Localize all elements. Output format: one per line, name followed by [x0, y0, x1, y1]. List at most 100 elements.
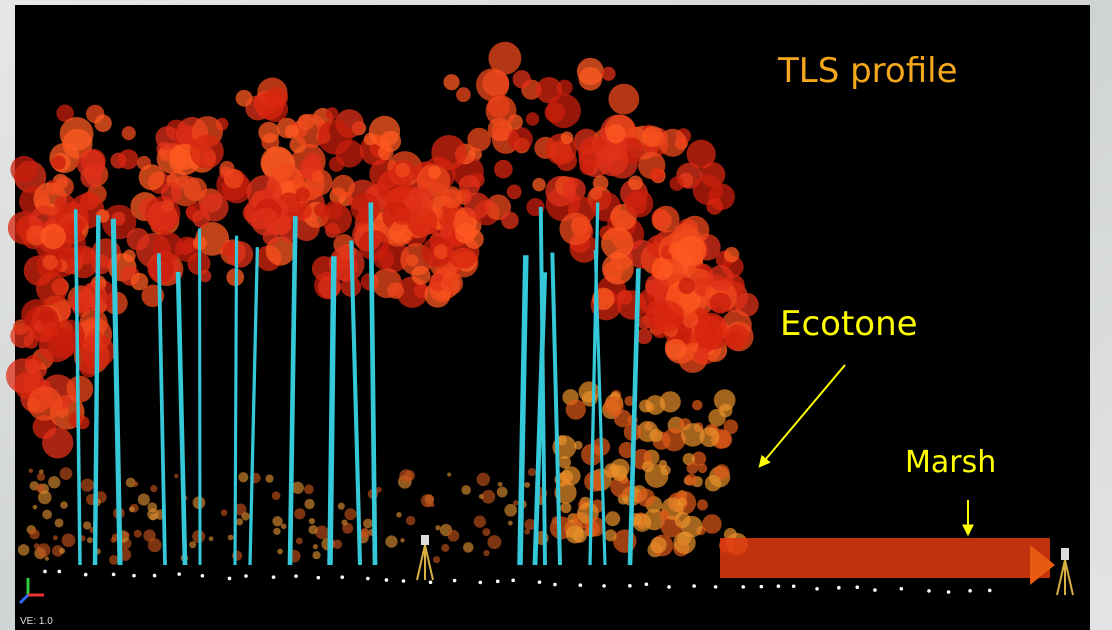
- ground-marker: [84, 573, 88, 577]
- ground-vegetation: [147, 508, 159, 520]
- canopy-points: [706, 198, 723, 215]
- understory-points: [677, 497, 686, 506]
- ground-marker: [43, 570, 47, 574]
- ground-vegetation: [304, 484, 314, 494]
- canopy-points: [295, 187, 309, 201]
- ground-marker: [777, 584, 781, 588]
- ground-vegetation: [228, 535, 234, 541]
- ground-vegetation: [435, 525, 440, 530]
- canopy-points: [724, 247, 739, 262]
- understory-points: [633, 513, 651, 531]
- ground-marker: [366, 577, 370, 581]
- ground-vegetation: [134, 530, 142, 538]
- canopy-points: [139, 164, 165, 190]
- understory-points: [705, 475, 721, 491]
- ground-marker: [760, 585, 764, 589]
- canopy-points: [10, 156, 37, 183]
- ground-vegetation: [504, 504, 517, 517]
- marsh-points: [720, 538, 1050, 578]
- understory-points: [686, 462, 698, 474]
- ground-marker: [692, 584, 696, 588]
- ground-vegetation: [42, 510, 52, 520]
- ground-vegetation: [53, 535, 58, 540]
- ground-vegetation: [441, 544, 449, 552]
- ground-marker: [553, 583, 557, 587]
- page: TLS profile Ecotone Marsh VE: 1.0 (() =>…: [0, 0, 1112, 630]
- canopy-points: [127, 228, 150, 251]
- ground-vegetation: [363, 519, 373, 529]
- canopy-points: [131, 273, 149, 291]
- understory-points: [604, 396, 624, 416]
- canopy-points: [682, 311, 699, 328]
- canopy-points: [431, 135, 466, 170]
- understory-points: [681, 423, 705, 447]
- scene: TLS profile Ecotone Marsh VE: 1.0: [0, 0, 1112, 630]
- ground-marker: [453, 579, 457, 583]
- canopy-points: [590, 187, 602, 199]
- canopy-points: [285, 125, 299, 139]
- scale-label: VE: 1.0: [20, 616, 53, 627]
- ground-marker: [645, 582, 649, 586]
- ground-marker: [579, 583, 583, 587]
- ground-vegetation: [129, 506, 135, 512]
- ground-vegetation: [221, 509, 228, 516]
- canopy-points: [332, 175, 355, 198]
- ground-vegetation: [37, 543, 51, 557]
- understory-points: [611, 465, 627, 481]
- ground-vegetation: [124, 532, 130, 538]
- ground-vegetation: [385, 535, 397, 547]
- canopy-points: [42, 322, 57, 337]
- understory-points: [566, 525, 584, 543]
- ground-vegetation: [273, 528, 280, 535]
- ground-vegetation: [62, 533, 76, 547]
- canopy-points: [359, 230, 390, 261]
- canopy-points: [440, 225, 453, 238]
- canopy-points: [608, 84, 639, 115]
- canopy-points: [27, 386, 62, 421]
- canopy-points: [670, 176, 685, 191]
- ground-vegetation: [404, 470, 415, 481]
- canopy-points: [54, 177, 74, 197]
- ground-vegetation: [477, 473, 490, 486]
- ground-marker: [228, 577, 232, 581]
- ground-marker: [741, 585, 745, 589]
- ground-vegetation: [463, 542, 474, 553]
- canopy-points: [501, 212, 519, 230]
- ground-marker: [873, 588, 877, 592]
- canopy-points: [601, 227, 633, 259]
- ground-marker: [402, 579, 406, 583]
- canopy-points: [687, 140, 716, 169]
- canopy-points: [464, 193, 490, 219]
- ground-marker: [57, 570, 61, 574]
- understory-points: [714, 389, 736, 411]
- canopy-points: [659, 129, 687, 157]
- canopy-points: [507, 185, 522, 200]
- ground-marker: [478, 581, 482, 585]
- ground-vegetation: [487, 535, 501, 549]
- ground-vegetation: [272, 491, 281, 500]
- ground-marker: [602, 584, 606, 588]
- ground-marker: [112, 573, 116, 577]
- ground-vegetation: [45, 557, 49, 561]
- ground-vegetation: [524, 529, 530, 535]
- ground-vegetation: [272, 516, 282, 526]
- ground-vegetation: [361, 528, 369, 536]
- ground-vegetation: [60, 467, 73, 480]
- canopy-points: [455, 223, 476, 244]
- understory-points: [697, 499, 708, 510]
- ground-vegetation: [133, 481, 139, 487]
- ground-vegetation: [508, 521, 513, 526]
- ground-marker: [714, 585, 718, 589]
- ground-vegetation: [308, 525, 317, 534]
- understory-points: [560, 502, 571, 513]
- ground-vegetation: [309, 518, 315, 524]
- ground-marker: [538, 580, 542, 584]
- tree-trunk: [235, 236, 237, 565]
- ground-vegetation: [37, 473, 45, 481]
- canopy-points: [725, 325, 750, 350]
- ground-marker: [988, 589, 992, 593]
- canopy-points: [200, 193, 228, 221]
- canopy-points: [625, 189, 653, 217]
- canopy-points: [508, 127, 533, 152]
- canopy-points: [561, 131, 574, 144]
